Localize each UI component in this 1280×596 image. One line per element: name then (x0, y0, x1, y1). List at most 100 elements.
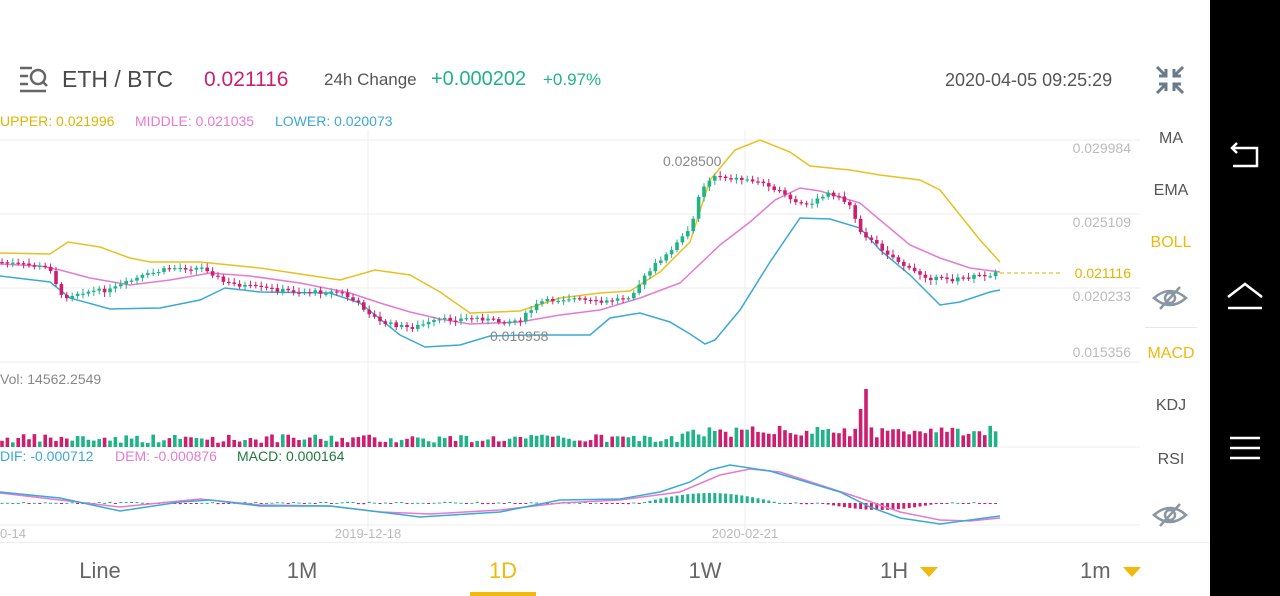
volume-bar (416, 437, 420, 447)
eye-slash-icon[interactable] (1152, 284, 1188, 312)
volume-bar (464, 435, 469, 447)
volume-bar (880, 428, 884, 447)
macd-hist-bar (734, 494, 738, 503)
candle-body (966, 277, 971, 279)
candle-body (410, 327, 415, 329)
candle-body (723, 176, 728, 179)
candle-body (329, 291, 334, 294)
macd-hist-bar (761, 499, 765, 503)
candle-body (356, 300, 361, 303)
volume-bar (966, 433, 971, 447)
home-icon[interactable] (1225, 280, 1265, 314)
macd-hist-bar (756, 498, 760, 503)
macd-hist-bar (54, 502, 58, 504)
price-chart[interactable]: 0.029984 0.025109 0.020233 0.015356 0.02… (0, 130, 1140, 550)
tab-1m[interactable]: 1m (1080, 558, 1141, 584)
volume-bar (588, 440, 593, 447)
candle-body (443, 317, 447, 320)
candle-body (702, 186, 706, 197)
indicator-ema[interactable]: EMA (1153, 182, 1189, 199)
volume-bar (200, 438, 204, 447)
macd-hist-bar (76, 503, 80, 504)
volume-bar (113, 437, 118, 447)
current-price-tag: 0.021116 (1075, 265, 1132, 281)
volume-bar (875, 437, 879, 447)
macd-hist-bar (216, 503, 220, 505)
macd-hist-bar (518, 503, 522, 504)
tab-1D[interactable]: 1D (488, 558, 518, 583)
candle-body (988, 276, 992, 278)
macd-hist-bar (664, 497, 668, 503)
candle-body (216, 275, 220, 277)
candle-body (0, 262, 4, 264)
volume-bar (534, 435, 539, 447)
volume-bar (173, 434, 177, 447)
trading-pair[interactable]: ETH / BTC (62, 66, 174, 92)
indicator-rsi[interactable]: RSI (1157, 451, 1185, 468)
candle-body (551, 299, 555, 302)
tab-1W[interactable]: 1W (688, 558, 722, 583)
volume-bar (885, 430, 890, 447)
search-list-icon[interactable] (18, 64, 50, 94)
volume-bar (92, 440, 96, 447)
dropdown-triangle-icon (920, 567, 939, 578)
tab-1H[interactable]: 1H (880, 558, 939, 584)
indicator-ma[interactable]: MA (1159, 130, 1183, 147)
candle-body (389, 322, 393, 324)
boll-lower-line (0, 217, 1001, 348)
price-axis-label: 0.029984 (1073, 140, 1132, 156)
indicator-macd[interactable]: MACD (1147, 345, 1195, 362)
menu-icon[interactable] (1228, 434, 1262, 464)
candle-body (5, 262, 10, 264)
macd-hist-bar (886, 503, 890, 510)
candle-body (588, 299, 593, 302)
candle-body (912, 267, 917, 272)
back-icon[interactable] (1227, 140, 1263, 174)
volume-bar (675, 441, 679, 447)
macd-hist-bar (410, 502, 414, 504)
volume-bar (140, 442, 145, 447)
volume-bar (858, 409, 863, 447)
macd-hist-bar (113, 503, 117, 504)
volume-bar (86, 439, 91, 447)
candle-body (351, 297, 355, 301)
macd-hist-bar (481, 503, 485, 505)
volume-bar (680, 433, 685, 447)
candle-body (205, 267, 209, 272)
volume-bar (567, 438, 571, 447)
tab-line[interactable]: Line (79, 558, 121, 583)
macd-hist-bar (653, 499, 657, 503)
macd-hist-bar (691, 493, 695, 503)
candle-body (426, 321, 431, 325)
candle-body (540, 301, 544, 304)
volume-bar (756, 431, 760, 447)
candle-body (637, 284, 641, 293)
macd-hist-bar (194, 503, 198, 504)
candle-body (842, 196, 847, 202)
candle-body (567, 299, 571, 301)
candle-body (254, 284, 258, 287)
candle-body (718, 175, 722, 178)
candle-body (605, 300, 609, 303)
candle-body (237, 283, 242, 287)
candle-body (16, 262, 20, 264)
volume-bar (551, 436, 555, 447)
volume-bar (972, 431, 976, 447)
date-axis-label: 2020-02-21 (712, 526, 779, 541)
macd-dif-legend: DIF: -0.000712 (0, 448, 94, 464)
tab-1m-label: 1m (1080, 558, 1111, 583)
candle-body (626, 298, 631, 300)
tab-1M[interactable]: 1M (286, 558, 318, 583)
candle-body (362, 302, 366, 310)
macd-hist-bar (707, 493, 711, 503)
indicator-boll[interactable]: BOLL (1150, 234, 1192, 251)
candle-body (194, 267, 199, 270)
collapse-arrows-icon[interactable] (1154, 64, 1186, 96)
candle-body (518, 320, 523, 322)
macd-hist-bar (27, 503, 31, 504)
indicator-kdj[interactable]: KDJ (1155, 397, 1187, 414)
volume-bar (653, 441, 658, 447)
macd-hist-bar (923, 503, 927, 506)
candle-body (983, 274, 987, 277)
eye-slash-icon[interactable] (1152, 501, 1188, 529)
